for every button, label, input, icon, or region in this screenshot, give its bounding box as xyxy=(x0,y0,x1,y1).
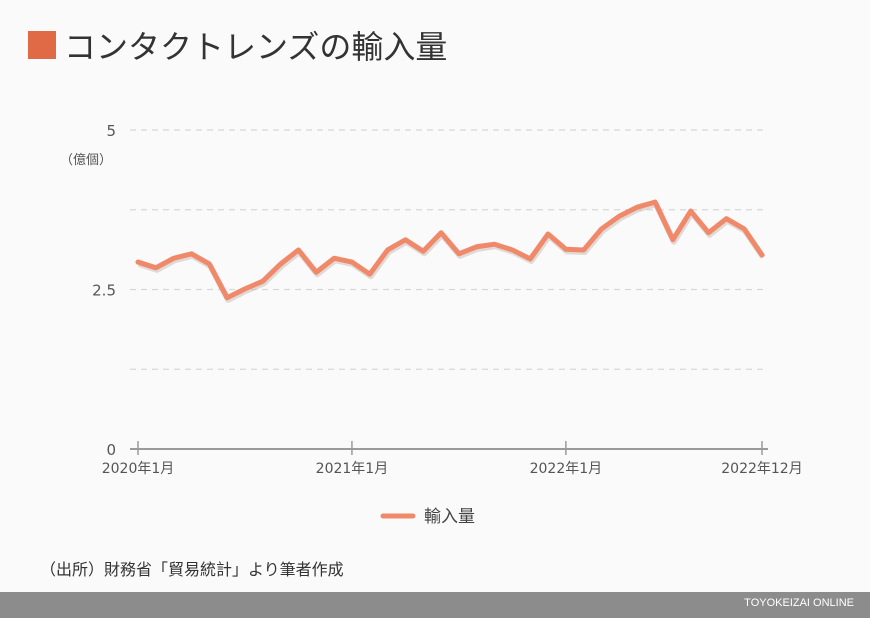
footer-bar: TOYOKEIZAI ONLINE xyxy=(0,592,870,618)
legend-label: 輸入量 xyxy=(424,507,475,527)
footer-brand: TOYOKEIZAI ONLINE xyxy=(744,597,854,609)
title-text: コンタクトレンズの輸入量 xyxy=(64,28,448,66)
series-line-shadow xyxy=(138,201,766,303)
title-marker-icon xyxy=(28,31,56,59)
source-note: （出所）財務省「貿易統計」より筆者作成 xyxy=(40,560,344,579)
x-tick-label: 2022年1月 xyxy=(530,461,603,477)
y-tick-label: 0 xyxy=(106,441,116,459)
series-line xyxy=(135,199,765,301)
y-axis-unit: （億個） xyxy=(60,152,112,168)
x-tick-label: 2022年12月 xyxy=(721,461,802,477)
chart-title: コンタクトレンズの輸入量 xyxy=(28,22,447,68)
x-tick-label: 2021年1月 xyxy=(316,461,389,477)
y-tick-label: 5 xyxy=(106,122,116,140)
y-tick-label: 2.5 xyxy=(92,282,116,300)
x-tick-label: 2020年1月 xyxy=(102,461,175,477)
